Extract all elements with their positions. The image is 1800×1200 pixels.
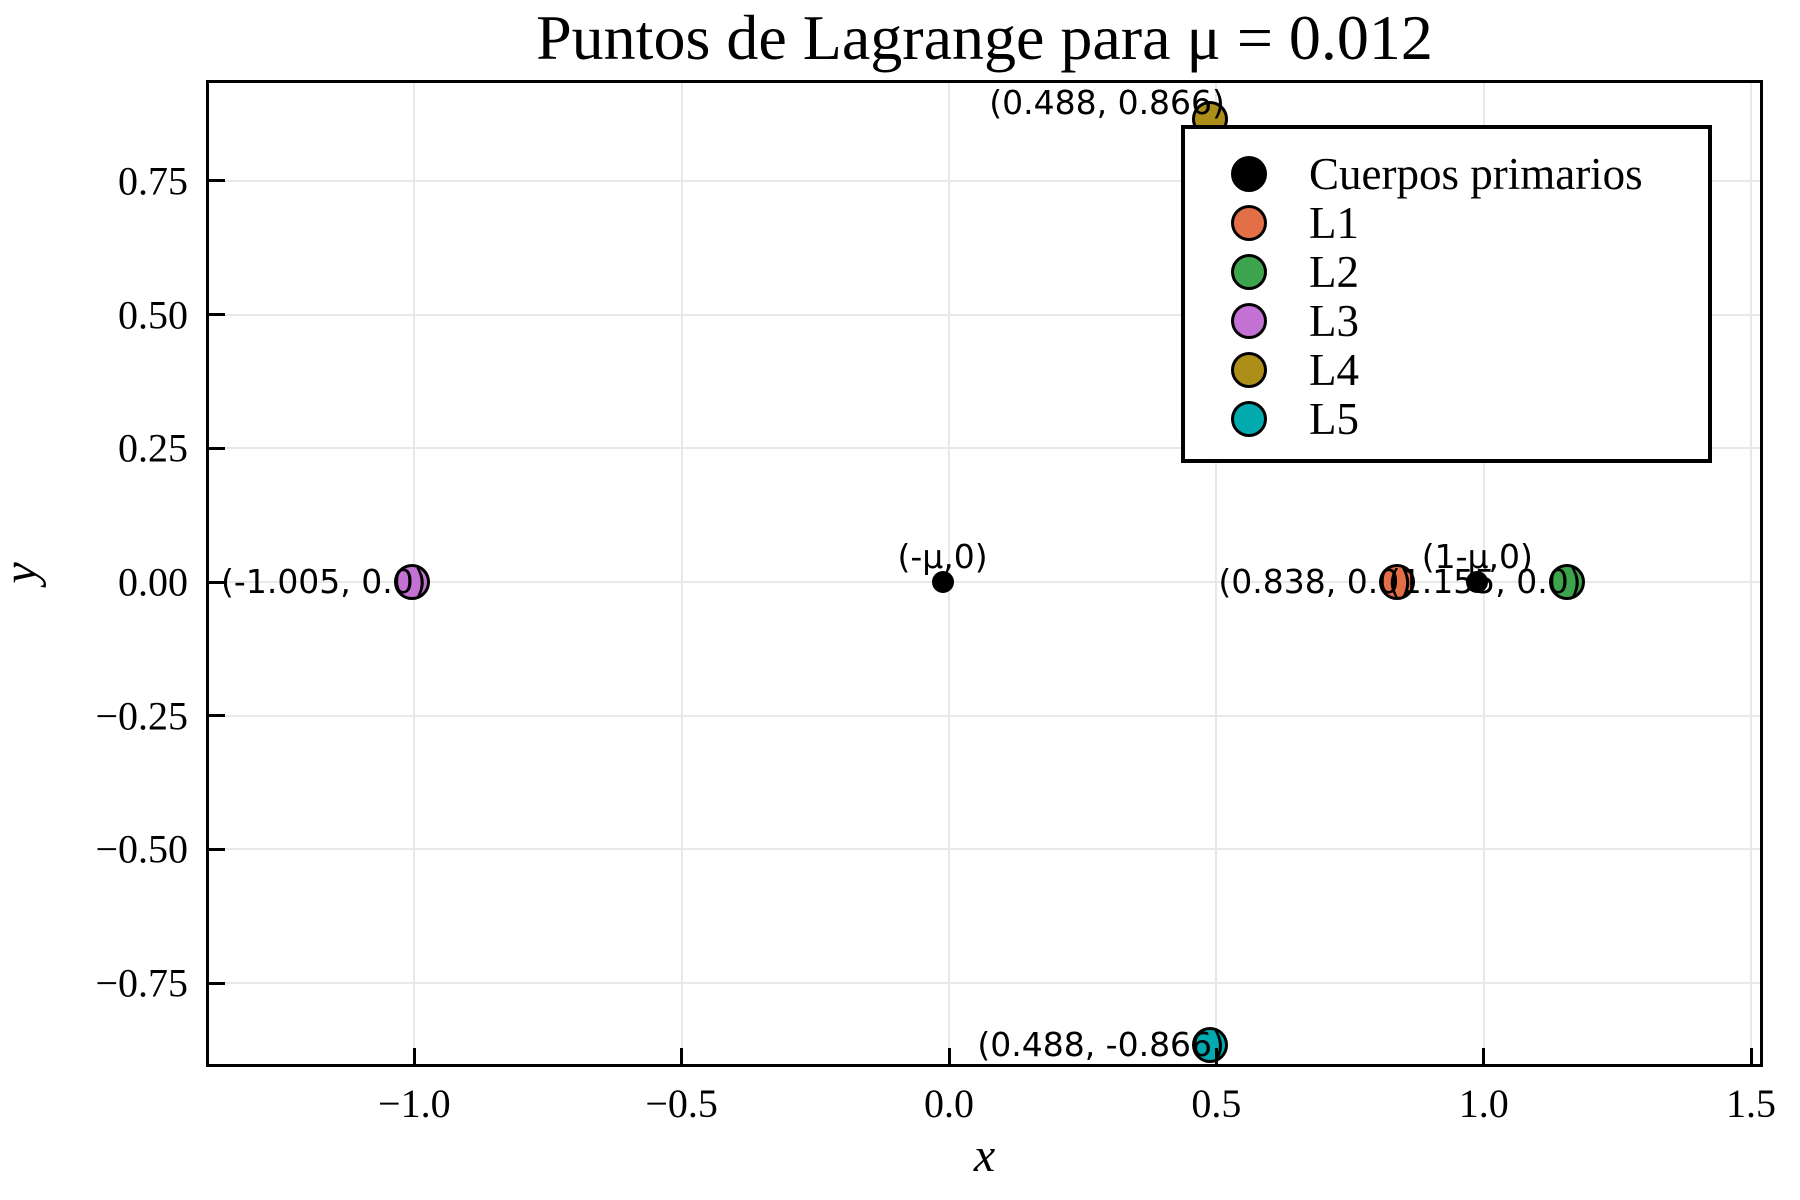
annotation-l3: (-1.005, 0.0) — [221, 562, 427, 601]
data-point-l3 — [393, 564, 430, 600]
legend-label: Cuerpos primarios — [1309, 148, 1643, 199]
data-point-l5 — [1191, 1027, 1228, 1064]
legend-label: L5 — [1309, 393, 1359, 444]
legend-marker-icon — [1231, 302, 1267, 339]
x-tick-label: −0.5 — [645, 1081, 718, 1126]
x-tickmark — [1214, 1048, 1218, 1064]
x-tick-label: 1.0 — [1458, 1081, 1509, 1126]
legend-label: L3 — [1309, 295, 1359, 346]
y-tickmark — [209, 847, 225, 851]
x-tickmark — [947, 1048, 951, 1064]
x-tickmark — [1482, 1048, 1486, 1064]
y-tick-label: 0.00 — [118, 559, 188, 605]
y-gridline — [206, 848, 1763, 851]
y-gridline — [206, 313, 1763, 316]
y-tick-label: −0.25 — [95, 693, 188, 739]
x-gridline — [1750, 80, 1753, 1067]
x-tickmark — [680, 1048, 684, 1064]
annotation-cuerpos-primarios: (-μ,0) — [897, 537, 988, 576]
y-gridline — [206, 447, 1763, 450]
legend: Cuerpos primarios L1 L2 L3 L4 L5 — [1181, 125, 1712, 463]
y-axis-label: y — [0, 562, 48, 583]
legend-marker-icon — [1231, 155, 1267, 192]
y-tickmark — [209, 313, 225, 317]
x-gridline — [680, 80, 683, 1067]
y-tickmark — [209, 580, 225, 584]
x-tick-label: 0.0 — [924, 1081, 974, 1126]
annotation-l4: (0.488, 0.866) — [989, 82, 1225, 122]
x-tick-label: −1.0 — [378, 1081, 451, 1126]
x-tick-label: 1.5 — [1726, 1081, 1777, 1126]
legend-label: L1 — [1309, 197, 1359, 248]
x-tickmark — [1749, 1048, 1753, 1064]
x-axis-label: x — [973, 1129, 996, 1182]
legend-row-l1: L1 — [1185, 197, 1708, 248]
y-tickmark — [209, 714, 225, 718]
x-gridline — [1215, 80, 1218, 1067]
y-tick-label: −0.75 — [95, 960, 188, 1006]
y-gridline — [206, 581, 1763, 583]
y-tick-label: −0.50 — [95, 826, 188, 872]
y-tick-label: 0.50 — [118, 292, 188, 338]
legend-row-l2: L2 — [1185, 246, 1708, 297]
annotation-l5: (0.488, -0.866) — [977, 1025, 1225, 1065]
data-point-l2 — [1548, 564, 1585, 600]
x-tickmark — [412, 1048, 416, 1064]
legend-row-l4: L4 — [1185, 344, 1708, 395]
legend-row-cuerpos-primarios: Cuerpos primarios — [1185, 148, 1708, 199]
y-tickmark — [209, 179, 225, 183]
legend-label: L2 — [1309, 246, 1359, 297]
y-tickmark — [209, 446, 225, 450]
data-point-cuerpos-primarios — [1466, 571, 1489, 593]
legend-marker-icon — [1231, 204, 1267, 241]
x-tick-label: 0.5 — [1191, 1081, 1242, 1126]
y-tick-label: 0.25 — [118, 425, 188, 471]
y-tickmark — [209, 981, 225, 985]
legend-marker-icon — [1231, 400, 1267, 437]
data-point-cuerpos-primarios — [931, 571, 954, 593]
chart-title: Puntos de Lagrange para μ = 0.012 — [536, 2, 1433, 73]
annotation-cuerpos-primarios: (1-μ,0) — [1421, 537, 1533, 576]
y-gridline — [206, 982, 1763, 985]
y-gridline — [206, 179, 1763, 182]
legend-label: L4 — [1309, 344, 1359, 395]
y-tick-label: 0.75 — [118, 158, 188, 204]
y-gridline — [206, 714, 1763, 717]
legend-row-l5: L5 — [1185, 393, 1708, 444]
annotation-l2: (1.155, 0.0) — [1387, 562, 1582, 601]
annotation-l1: (0.838, 0.0) — [1218, 562, 1413, 601]
legend-row-l3: L3 — [1185, 295, 1708, 346]
legend-marker-icon — [1231, 351, 1267, 388]
legend-marker-icon — [1231, 253, 1267, 290]
data-point-l1 — [1379, 564, 1416, 600]
